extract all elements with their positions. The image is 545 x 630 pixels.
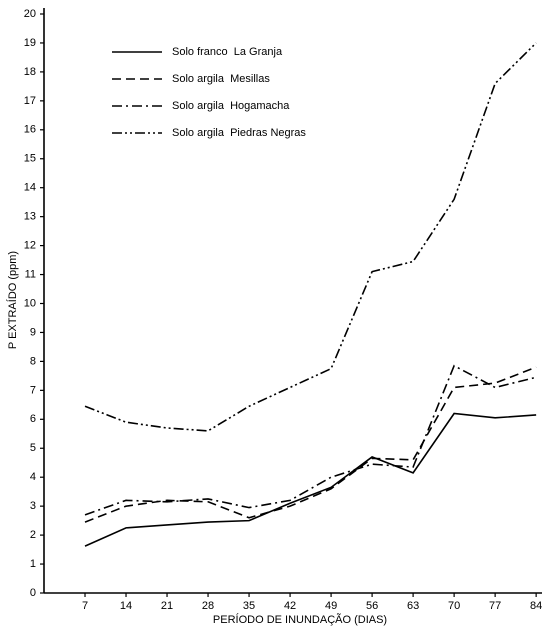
y-tick-label: 11 — [25, 268, 36, 280]
y-tick-label: 8 — [30, 355, 36, 367]
x-tick-label: 70 — [448, 600, 460, 612]
x-tick-label: 42 — [284, 600, 296, 612]
y-tick-label: 17 — [24, 95, 36, 107]
x-tick-label: 7 — [82, 600, 88, 612]
x-tick-label: 14 — [120, 600, 132, 612]
y-tick-label: 5 — [30, 442, 36, 454]
x-tick-label: 35 — [243, 600, 255, 612]
x-axis-label: PERÍODO DE INUNDAÇÃO (DIAS) — [213, 613, 387, 626]
y-tick-label: 15 — [24, 153, 36, 165]
x-tick-label: 63 — [407, 600, 419, 612]
y-tick-label: 16 — [24, 124, 36, 136]
y-tick-label: 3 — [30, 500, 36, 512]
series-line — [84, 42, 537, 432]
x-tick-label: 56 — [366, 600, 378, 612]
y-tick-label: 6 — [30, 413, 36, 425]
y-tick-label: 4 — [30, 471, 36, 483]
series-line — [84, 412, 537, 547]
y-tick-label: 9 — [30, 326, 36, 338]
y-tick-label: 2 — [30, 529, 36, 541]
y-tick-label: 13 — [24, 211, 36, 223]
legend-label: Solo argila Mesillas — [172, 73, 270, 85]
series-line — [84, 366, 537, 523]
y-tick-label: 19 — [24, 37, 36, 49]
series-line — [84, 364, 537, 516]
y-tick-label: 14 — [24, 182, 36, 194]
y-tick-label: 12 — [24, 240, 36, 252]
x-tick-label: 21 — [161, 600, 173, 612]
legend-label: Solo argila Hogamacha — [172, 100, 290, 112]
y-tick-label: 20 — [24, 8, 36, 20]
y-tick-label: 10 — [24, 297, 36, 309]
y-tick-label: 18 — [24, 66, 36, 78]
y-tick-label: 0 — [30, 587, 36, 599]
legend-label: Solo argila Piedras Negras — [172, 127, 306, 139]
x-tick-label: 84 — [530, 600, 542, 612]
y-axis-label: P EXTRAÍDO (ppm) — [6, 251, 19, 349]
y-tick-label: 1 — [30, 558, 36, 570]
x-tick-label: 77 — [489, 600, 501, 612]
x-tick-label: 49 — [325, 600, 337, 612]
legend-label: Solo franco La Granja — [172, 46, 283, 58]
y-tick-label: 7 — [30, 384, 36, 396]
x-tick-label: 28 — [202, 600, 214, 612]
